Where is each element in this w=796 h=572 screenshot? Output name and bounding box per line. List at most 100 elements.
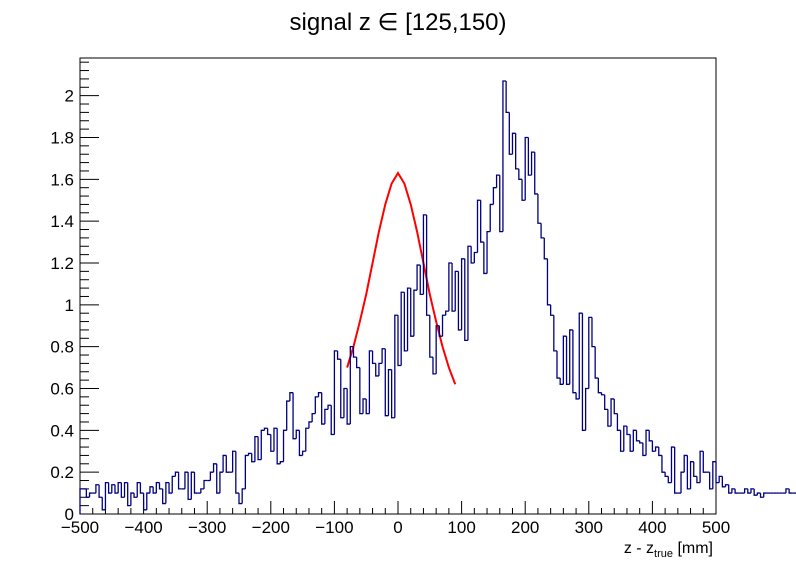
histogram-bin [114, 484, 119, 494]
histogram-bin [607, 409, 612, 427]
x-axis-title-subscript: true [654, 548, 673, 560]
histogram-bin [518, 168, 523, 180]
histogram-bin [282, 429, 287, 462]
histogram-bin [238, 493, 243, 505]
histogram-bin [193, 472, 198, 494]
x-axis-title: z - ztrue [mm] [624, 540, 713, 560]
x-tick-label: 100 [447, 518, 475, 537]
histogram-bin [648, 430, 653, 442]
histogram-bin [499, 175, 503, 233]
histogram-bin [502, 80, 507, 232]
histogram-bin [639, 440, 643, 444]
histogram-bin [718, 475, 723, 483]
histogram-bin [724, 484, 729, 487]
chart-title: signal z ∈ [125,150) [289, 9, 506, 36]
histogram-bin [231, 450, 236, 473]
histogram-bin [464, 258, 468, 342]
histogram-bin [584, 387, 589, 431]
histogram-bin [340, 359, 344, 419]
histogram-bin [136, 481, 141, 498]
histogram-bin [260, 429, 265, 460]
histogram-bin [610, 398, 615, 427]
histogram-bin [623, 425, 627, 452]
histogram-bin [111, 484, 115, 494]
histogram-bin [763, 492, 767, 498]
histogram-bin [225, 455, 230, 473]
y-tick-label: 0.6 [50, 379, 74, 398]
histogram-bin [200, 488, 205, 494]
histogram-bin [155, 481, 160, 494]
histogram-bin [549, 304, 554, 316]
histogram-bin [235, 451, 239, 494]
x-tick-label: 0 [393, 518, 402, 537]
histogram-bin [286, 400, 290, 431]
histogram-bin [117, 481, 122, 494]
y-tick-label: 1.6 [50, 170, 74, 189]
histogram-bin [158, 482, 163, 490]
histogram-bin [190, 471, 195, 500]
histogram-bin [654, 446, 659, 452]
histogram-bin [387, 369, 392, 416]
histogram-bin [263, 427, 268, 431]
histogram-bin [556, 350, 561, 379]
histogram-bin [473, 251, 478, 263]
histogram-bin [616, 413, 621, 431]
histogram-bin [495, 174, 500, 188]
histogram-bin [187, 472, 192, 501]
histogram-bin [289, 392, 294, 402]
histogram-bin [747, 488, 751, 494]
x-tick-label: 500 [702, 518, 730, 537]
y-tick-label: 0.2 [50, 463, 74, 482]
histogram-bin [429, 315, 433, 358]
histogram-bin [107, 482, 112, 494]
histogram-bin [95, 484, 100, 494]
histogram-bin [142, 493, 147, 511]
histogram-bin [696, 476, 701, 484]
histogram-bin [632, 429, 637, 452]
histogram-bin [785, 488, 790, 494]
histogram-bin [432, 357, 437, 375]
x-axis: −500 −400 −300 −200 −100 0 100 200 300 400 500 [61, 501, 730, 537]
histogram-bin [445, 310, 449, 316]
histogram-bin [241, 488, 246, 504]
histogram-bin [546, 258, 551, 306]
histogram-bin [664, 472, 669, 477]
histogram-bin [451, 262, 456, 312]
histogram-bin [403, 292, 408, 352]
x-tick-label: 200 [511, 518, 539, 537]
histogram-bin [371, 350, 376, 365]
histogram-bin [203, 479, 208, 489]
histogram-bin [171, 475, 176, 494]
histogram-bin [127, 482, 131, 507]
x-axis-title-unit: [mm] [673, 540, 713, 557]
histogram-bin [184, 471, 189, 489]
histogram-bin [152, 486, 157, 494]
histogram-bin [699, 450, 704, 483]
histogram-bin [365, 398, 370, 415]
histogram-bin [476, 199, 481, 253]
histogram-bin [521, 179, 526, 201]
histogram-bin [98, 484, 103, 498]
histogram-bin [534, 152, 538, 195]
histogram-bin [292, 392, 297, 440]
histogram-bin [759, 493, 764, 498]
histogram-bin [511, 132, 516, 155]
histogram-bin [562, 335, 567, 385]
histogram-bin [578, 312, 583, 399]
histogram-bin [419, 265, 424, 296]
histogram-bin [619, 430, 624, 452]
histogram-bin [750, 488, 755, 494]
histogram-bin [375, 363, 379, 377]
histogram-bin [635, 430, 640, 442]
histogram-bin [480, 200, 484, 243]
histogram-bin [645, 429, 650, 456]
histogram-bin [400, 291, 405, 366]
histogram-bin [597, 378, 602, 394]
histogram-bin [333, 350, 338, 435]
x-tick-label: −200 [252, 518, 290, 537]
x-tick-label: −300 [188, 518, 226, 537]
histogram-bin [219, 471, 224, 494]
histogram-bin [123, 481, 128, 498]
histogram-bin [327, 404, 332, 410]
